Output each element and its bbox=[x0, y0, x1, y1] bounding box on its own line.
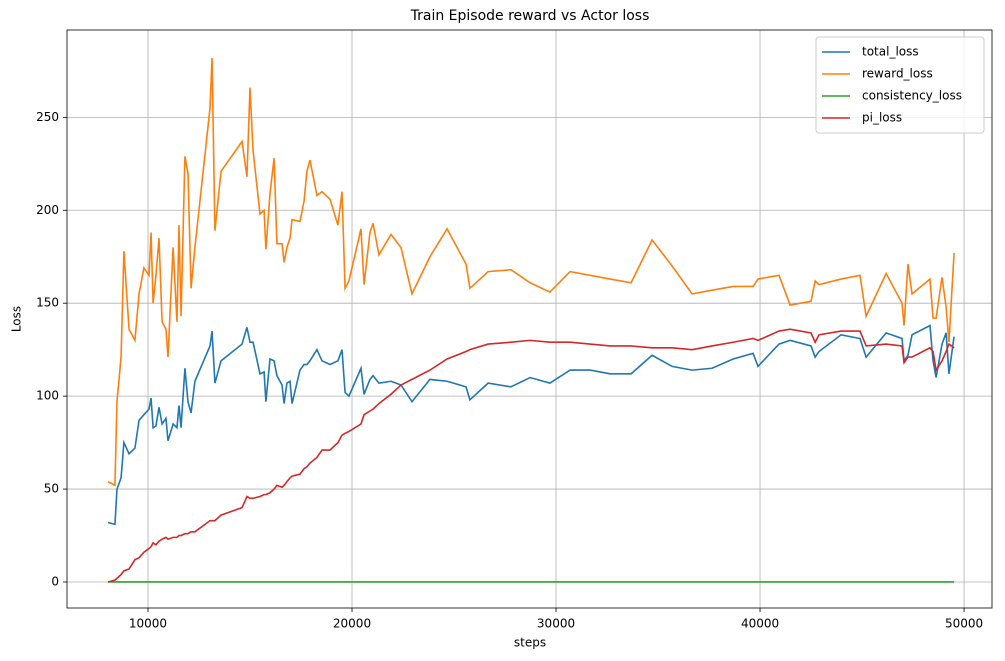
legend-box bbox=[815, 36, 985, 134]
plot-frame bbox=[66, 29, 993, 609]
x-tick-label: 20000 bbox=[333, 617, 371, 631]
y-axis-label: Loss bbox=[10, 306, 24, 332]
legend-label: consistency_loss bbox=[862, 89, 962, 103]
x-tick-label: 10000 bbox=[129, 617, 167, 631]
legend-label: pi_loss bbox=[862, 111, 902, 125]
x-tick-label: 40000 bbox=[741, 617, 779, 631]
series-line bbox=[107, 328, 955, 583]
y-tick-label: 50 bbox=[44, 482, 59, 496]
series-line bbox=[107, 324, 955, 526]
x-axis-label: steps bbox=[514, 636, 546, 650]
series-line bbox=[107, 57, 955, 487]
legend: total_loss reward_loss consistency_loss pi_… bbox=[815, 36, 985, 134]
y-tick-label: 0 bbox=[51, 574, 59, 588]
x-tick-label: 30000 bbox=[537, 617, 575, 631]
chart-title: Train Episode reward vs Actor loss bbox=[410, 8, 650, 24]
y-tick-label: 150 bbox=[36, 296, 59, 310]
legend-label: total_loss bbox=[862, 45, 919, 59]
y-tick-label: 250 bbox=[36, 110, 59, 124]
y-tick-label: 100 bbox=[36, 389, 59, 403]
y-tick-label: 200 bbox=[36, 203, 59, 217]
legend-label: reward_loss bbox=[862, 67, 933, 81]
x-tick-label: 50000 bbox=[945, 617, 983, 631]
